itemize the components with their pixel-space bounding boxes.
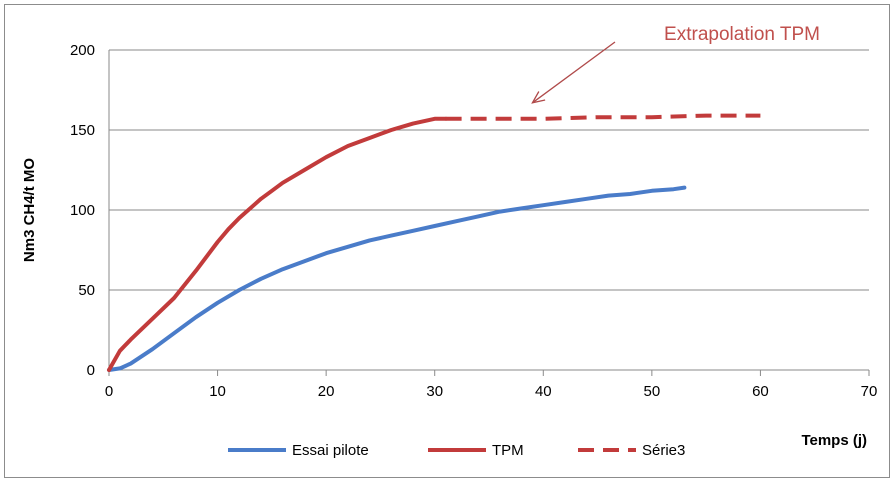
- annotation: Extrapolation TPM: [531, 24, 820, 104]
- annotation-text: Extrapolation TPM: [664, 24, 820, 45]
- y-tick-label: 0: [87, 362, 95, 379]
- chart-frame: [4, 4, 890, 478]
- series-line-1: [107, 116, 448, 372]
- x-tick-label: 60: [752, 383, 769, 400]
- x-tick-label: 10: [209, 383, 226, 400]
- x-axis-ticks: 0 10 20 30 40 50 60 70: [105, 370, 878, 400]
- legend-label-1: TPM: [492, 442, 524, 459]
- x-tick-label: 0: [105, 383, 113, 400]
- gridlines: [109, 49, 869, 291]
- y-tick-label: 200: [70, 42, 95, 59]
- axes: [108, 50, 869, 371]
- series-lines: [107, 113, 761, 372]
- annotation-arrowhead: [531, 91, 546, 104]
- y-axis-label: Nm3 CH4/t MO: [21, 158, 38, 263]
- series-line-2: [445, 113, 761, 121]
- x-tick-label: 40: [535, 383, 552, 400]
- legend: Essai pilote TPM Série3: [228, 442, 685, 459]
- y-tick-label: 50: [78, 282, 95, 299]
- x-tick-label: 20: [318, 383, 335, 400]
- legend-label-2: Série3: [642, 442, 685, 459]
- y-tick-label: 150: [70, 122, 95, 139]
- series-line-0: [107, 185, 687, 372]
- annotation-arrow: [532, 41, 616, 104]
- y-tick-label: 100: [70, 202, 95, 219]
- y-axis-ticks: 0 50 100 150 200: [70, 42, 95, 379]
- x-tick-label: 30: [426, 383, 443, 400]
- x-axis-label: Temps (j): [801, 432, 867, 449]
- legend-label-0: Essai pilote: [292, 442, 369, 459]
- x-tick-label: 50: [644, 383, 661, 400]
- x-tick-label: 70: [861, 383, 878, 400]
